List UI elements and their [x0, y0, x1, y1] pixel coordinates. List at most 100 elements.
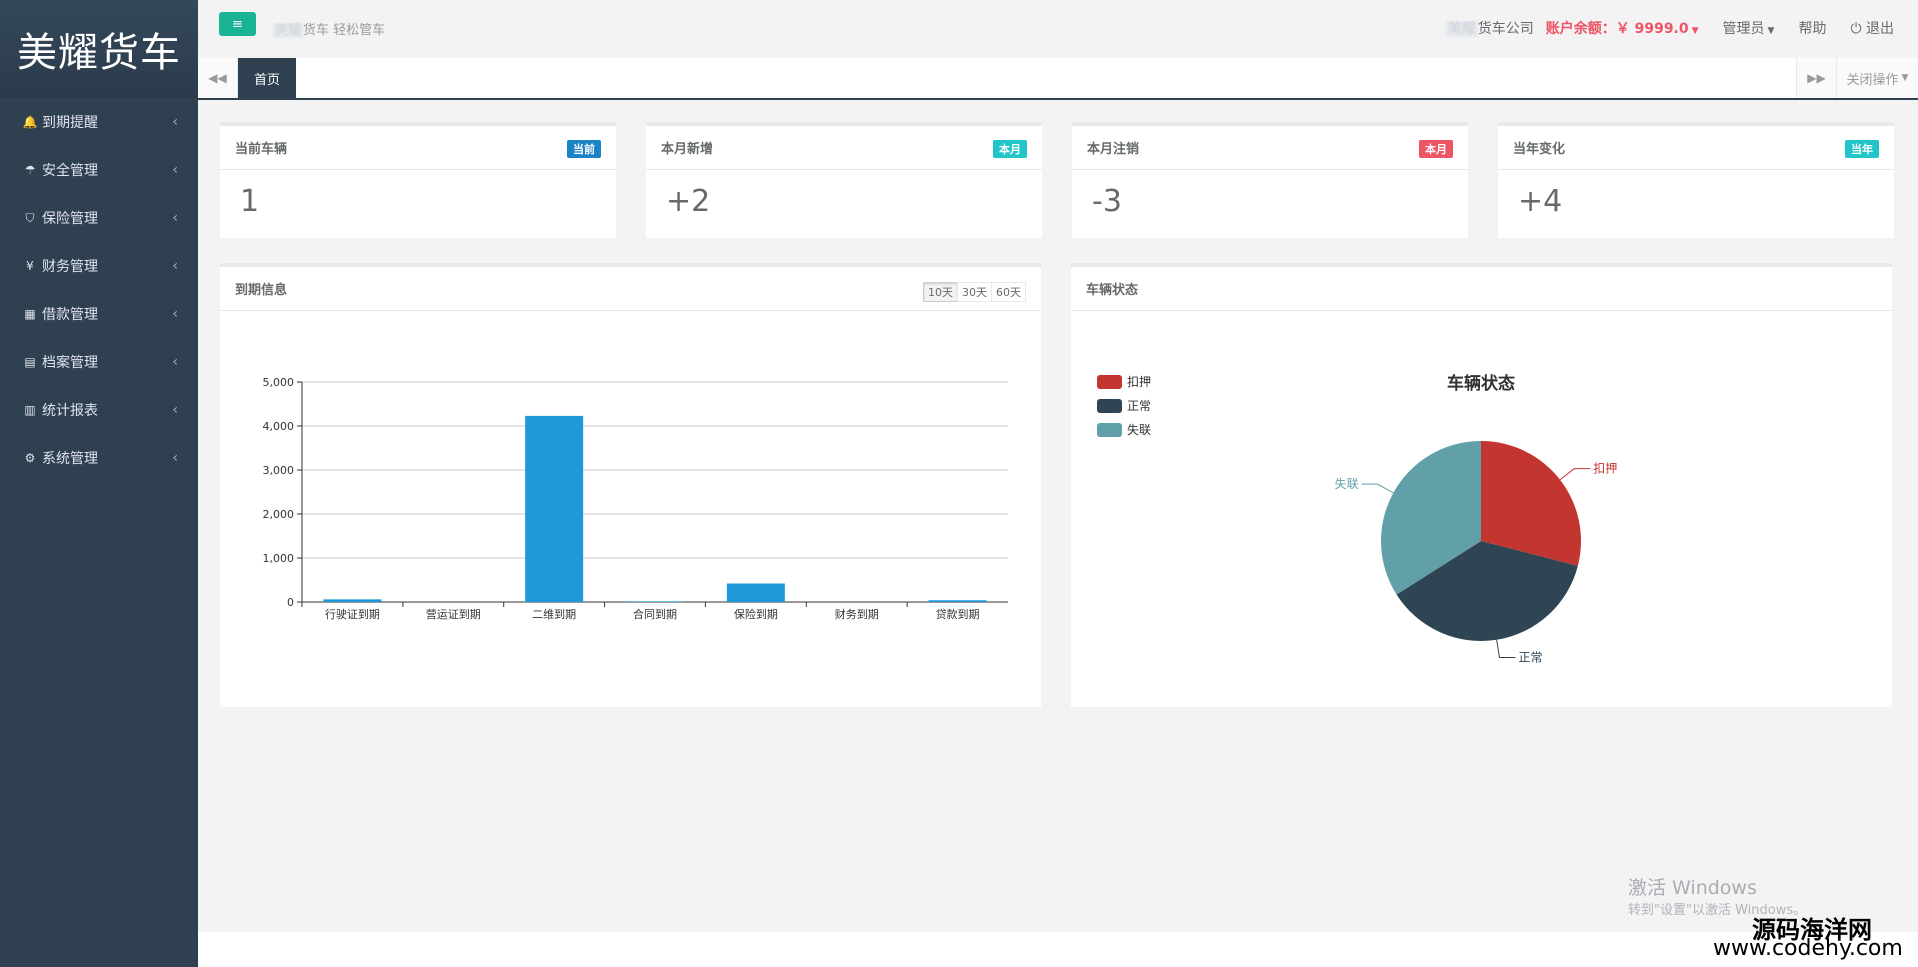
close-ops-label: 关闭操作 [1846, 72, 1899, 88]
sidebar-item-label: 安全管理 [42, 163, 98, 179]
sidebar-item-label: 档案管理 [42, 355, 98, 371]
sidebar-item-label: 财务管理 [42, 259, 98, 275]
bar[interactable] [928, 600, 987, 602]
admin-dropdown[interactable]: 管理员 ▼ [1723, 18, 1775, 38]
slogan-blurred-brand: 美耀 [273, 23, 304, 38]
vehicle-status-panel: 车辆状态 扣押 正常 失联 车辆状态 扣押 正常 失联 [1071, 263, 1892, 707]
sidebar-item-label: 系统管理 [42, 451, 98, 467]
chevron-left-icon: ‹ [172, 162, 178, 178]
sidebar-item-2[interactable]: ⛉ 保险管理 ‹ [0, 194, 198, 242]
x-tick-label: 二维到期 [532, 608, 576, 621]
stat-value: +4 [1518, 184, 1563, 219]
x-tick-label: 合同到期 [633, 607, 677, 621]
company-name: 美耀 货车公司 [1445, 18, 1534, 38]
caret-down-icon: ▼ [1691, 25, 1699, 36]
stat-card: 本月新增 本月 +2 [646, 122, 1042, 238]
stat-badge: 本月 [993, 140, 1027, 158]
pie-slice[interactable] [1381, 441, 1481, 595]
pie-title: 车辆状态 [1447, 373, 1515, 394]
balance-text: 账户余额：￥ 9999.0 [1545, 20, 1689, 37]
stat-title: 当前车辆 [235, 142, 288, 157]
site-watermark-url: www.codehy.com [1713, 936, 1903, 961]
x-tick-label: 贷款到期 [936, 607, 980, 621]
tab-scroll-left-button[interactable]: ◀◀ [198, 58, 238, 98]
windows-activation-title: 激活 Windows [1628, 877, 1757, 899]
chevron-left-icon: ‹ [172, 450, 178, 466]
tab-home[interactable]: 首页 [238, 58, 296, 98]
menu-toggle-button[interactable]: ≡ [219, 12, 256, 36]
shield-icon: ⛉ [25, 210, 35, 225]
sidebar-item-5[interactable]: ▤ 档案管理 ‹ [0, 338, 198, 386]
legend-item[interactable]: 正常 [1097, 399, 1151, 413]
chevron-left-icon: ‹ [172, 258, 178, 274]
pie-slice[interactable] [1481, 441, 1581, 566]
pie-slice[interactable] [1396, 541, 1578, 641]
stat-value: -3 [1092, 184, 1122, 219]
chevron-left-icon: ‹ [172, 114, 178, 130]
sidebar: 美耀货车 🔔 到期提醒 ‹ ☂ 安全管理 ‹ ⛉ 保险管理 ‹ ¥ 财务管理 ‹ ▦ 借款管理 ‹ ▤ 档案管理… [0, 0, 198, 967]
logout-link[interactable]: ⏻ 退出 [1850, 18, 1894, 38]
forward-icon: ▶▶ [1807, 71, 1826, 85]
legend-item[interactable]: 失联 [1097, 422, 1151, 437]
umbrella-icon: ☂ [24, 163, 36, 177]
y-tick-label: 3,000 [263, 464, 295, 477]
bar[interactable] [626, 601, 684, 602]
chevron-left-icon: ‹ [172, 402, 178, 418]
x-tick-label: 行驶证到期 [325, 607, 380, 621]
company-blurred-brand: 美耀 [1445, 20, 1478, 37]
sidebar-item-6[interactable]: ▥ 统计报表 ‹ [0, 386, 198, 434]
legend-swatch [1097, 423, 1122, 437]
legend-item[interactable]: 扣押 [1097, 375, 1151, 389]
sidebar-item-label: 统计报表 [42, 403, 98, 419]
sidebar-item-0[interactable]: 🔔 到期提醒 ‹ [0, 98, 198, 146]
sidebar-item-3[interactable]: ¥ 财务管理 ‹ [0, 242, 198, 290]
range-button-1[interactable]: 30天 [957, 282, 992, 302]
bar[interactable] [726, 583, 785, 602]
stat-title: 当年变化 [1513, 142, 1566, 157]
range-button-group: 10天 30天 60天 [923, 282, 1026, 302]
expiry-title: 到期信息 [235, 283, 288, 298]
legend-swatch [1097, 399, 1122, 413]
stat-card: 当年变化 当年 +4 [1498, 122, 1894, 238]
legend-label: 扣押 [1127, 375, 1151, 389]
range-button-2[interactable]: 60天 [991, 282, 1026, 302]
stat-badge: 当前 [567, 140, 601, 158]
sidebar-nav: 🔔 到期提醒 ‹ ☂ 安全管理 ‹ ⛉ 保险管理 ‹ ¥ 财务管理 ‹ ▦ 借款管理 ‹ ▤ 档案管理 ‹ ▥ 统计报… [0, 98, 198, 482]
stat-badge: 本月 [1419, 140, 1453, 158]
slice-label: 失联 [1335, 476, 1359, 491]
expiry-bar-chart: 0 1,000 2,000 3,000 4,000 5,000 行驶证到期 营运证到期 二维到期… [263, 376, 1008, 621]
sidebar-item-4[interactable]: ▦ 借款管理 ‹ [0, 290, 198, 338]
close-operations-dropdown[interactable]: 关闭操作 ▼ [1836, 58, 1918, 98]
power-icon: ⏻ [1850, 20, 1862, 37]
windows-activation-subtitle: 转到"设置"以激活 Windows。 [1628, 903, 1807, 918]
panel-title: 到期信息 10天 30天 60天 [220, 267, 1041, 311]
help-link[interactable]: 帮助 [1798, 20, 1827, 37]
bar[interactable] [525, 415, 584, 602]
sidebar-item-7[interactable]: ⚙ 系统管理 ‹ [0, 434, 198, 482]
label-line [1361, 483, 1394, 494]
caret-down-icon: ▼ [1767, 25, 1775, 36]
backward-icon: ◀◀ [208, 71, 227, 85]
tab-bar: ◀◀ 首页 ▶▶ 关闭操作 ▼ [198, 58, 1918, 100]
stat-value: +2 [666, 184, 711, 219]
legend-label: 失联 [1127, 422, 1151, 437]
account-balance-dropdown[interactable]: 账户余额：￥ 9999.0 ▼ [1546, 18, 1699, 38]
range-button-0[interactable]: 10天 [923, 282, 958, 302]
y-tick-label: 0 [287, 596, 294, 609]
header-right: 美耀 货车公司 账户余额：￥ 9999.0 ▼ 管理员 ▼ 帮助 ⏻ 退出 [1445, 0, 1918, 55]
stat-title: 本月注销 [1087, 142, 1140, 157]
site-watermark-cn: 源码海洋网 [1752, 916, 1872, 944]
bar-chart-icon: ▥ [24, 403, 36, 417]
footer-strip [198, 932, 1918, 967]
legend-swatch [1097, 375, 1122, 389]
slogan-text: 货车 轻松管车 [303, 23, 386, 38]
app-logo: 美耀货车 [0, 0, 198, 98]
bar[interactable] [323, 599, 382, 602]
panel-title: 当前车辆 当前 [220, 126, 616, 170]
sidebar-item-1[interactable]: ☂ 安全管理 ‹ [0, 146, 198, 194]
tab-scroll-right-button[interactable]: ▶▶ [1796, 58, 1836, 98]
status-title: 车辆状态 [1086, 283, 1139, 298]
y-tick-label: 2,000 [263, 508, 295, 521]
label-line [1559, 468, 1591, 481]
